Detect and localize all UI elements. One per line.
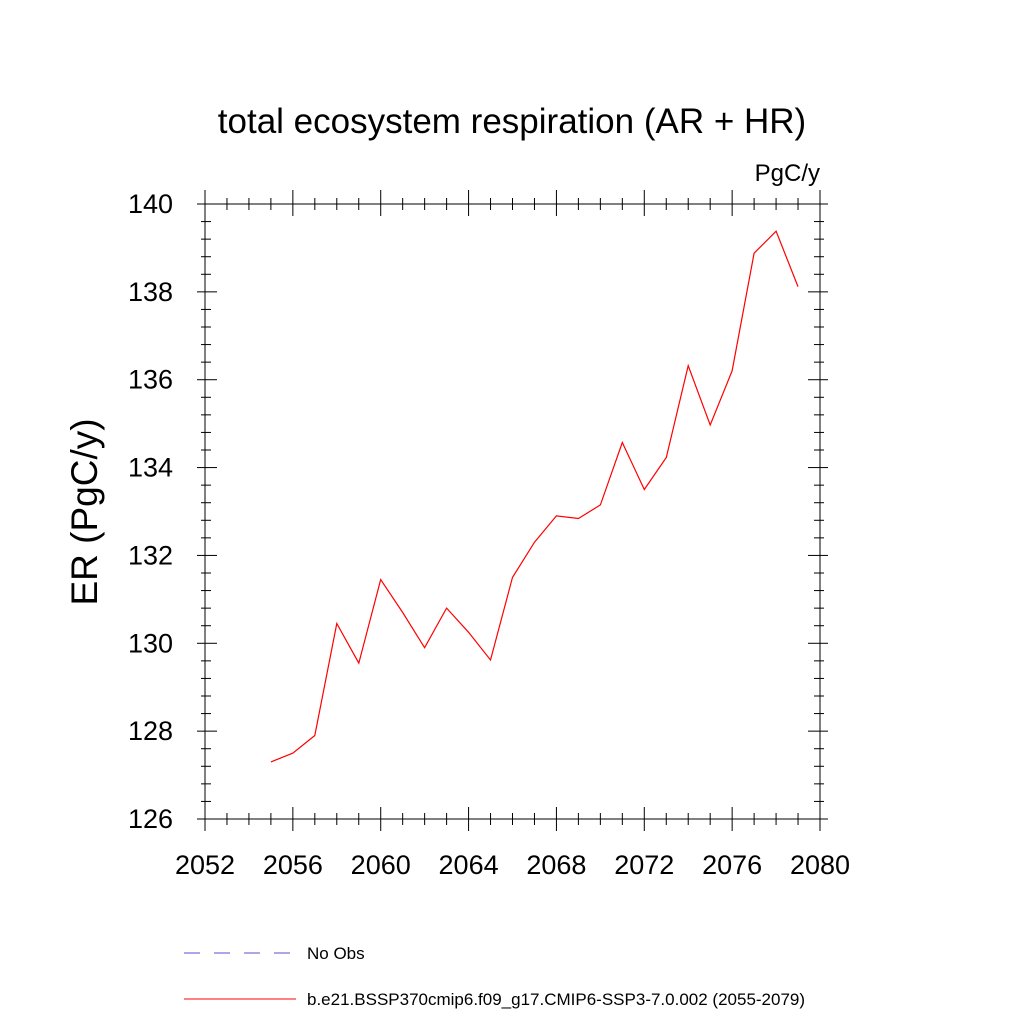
y-tick-label: 130 (128, 628, 173, 658)
series-line (270, 230, 799, 763)
chart-title: total ecosystem respiration (AR + HR) (218, 102, 806, 141)
y-tick-label: 126 (128, 804, 173, 834)
y-tick-label: 132 (128, 540, 173, 570)
y-tick-label: 128 (128, 716, 173, 746)
x-tick-label: 2080 (790, 850, 850, 880)
legend-label: No Obs (307, 944, 365, 963)
legend: No Obs b.e21.BSSP370cmip6.f09_g17.CMIP6-S… (184, 944, 805, 1009)
series-layer (270, 230, 799, 763)
y-tick-label: 138 (128, 277, 173, 307)
y-tick-label: 136 (128, 365, 173, 395)
units-label: PgC/y (755, 160, 820, 187)
plot-frame (204, 203, 821, 820)
x-tick-label: 2060 (351, 850, 411, 880)
x-tick-label: 2064 (439, 850, 499, 880)
y-tick-label: 134 (128, 453, 173, 483)
y-ticks: 126 128 130 132 134 136 138 140 (128, 189, 828, 834)
x-tick-label: 2076 (702, 850, 762, 880)
y-tick-label: 140 (128, 189, 173, 219)
x-tick-label: 2068 (526, 850, 586, 880)
x-tick-label: 2072 (614, 850, 674, 880)
x-tick-label: 2056 (263, 850, 323, 880)
legend-label: b.e21.BSSP370cmip6.f09_g17.CMIP6-SSP3-7.… (307, 990, 805, 1009)
x-tick-label: 2052 (175, 850, 235, 880)
x-ticks: 2052 2056 2060 2064 2068 2072 2076 2080 (175, 190, 850, 880)
y-axis-label: ER (PgC/y) (64, 418, 105, 605)
